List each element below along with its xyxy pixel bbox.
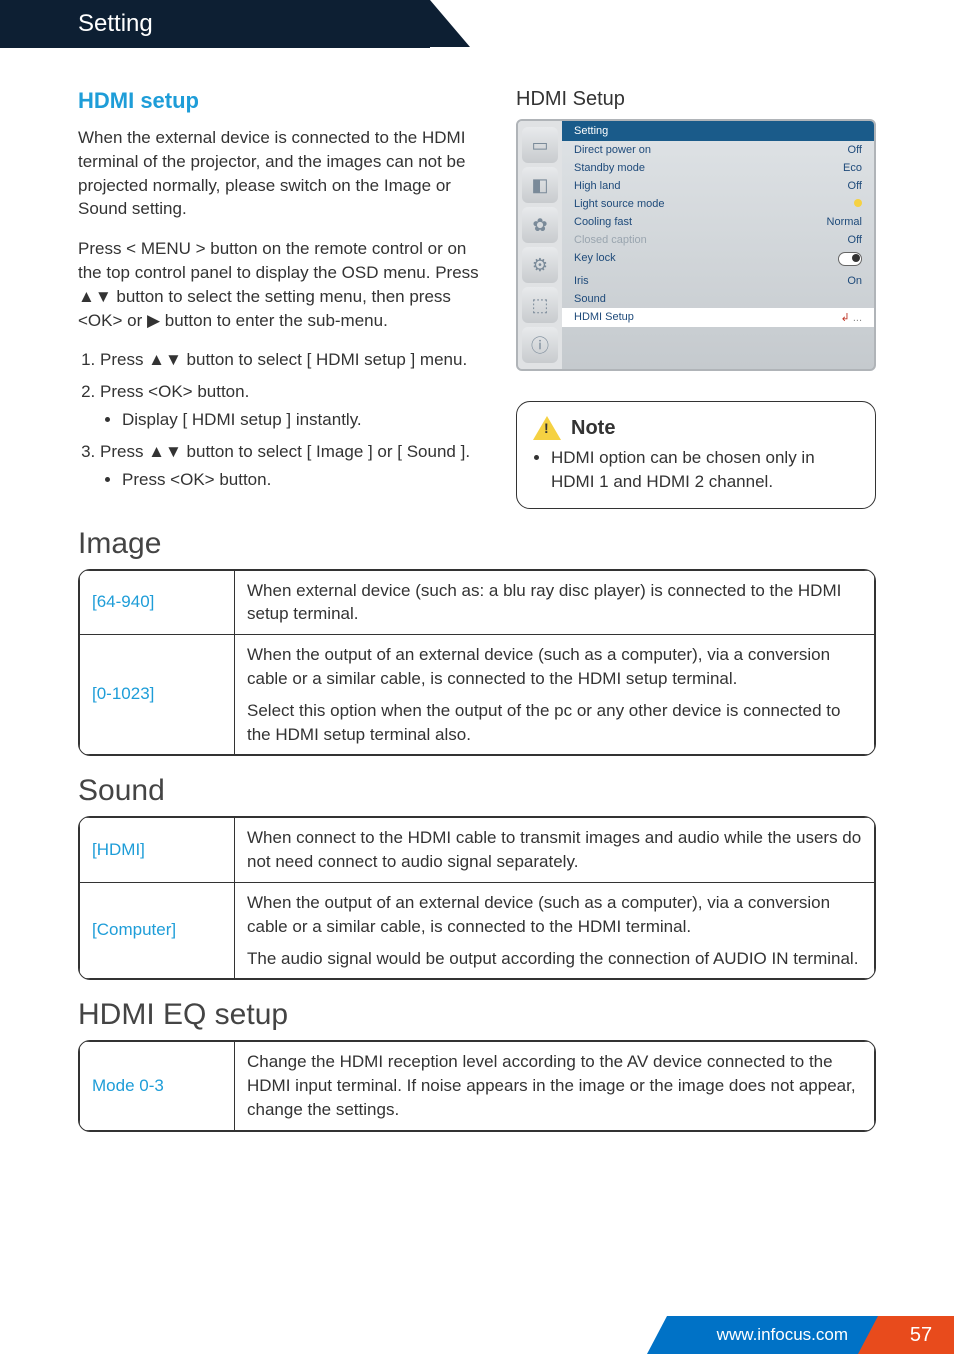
osd-row-label: Iris [574, 275, 589, 287]
table-row: [Computer]When the output of an external… [80, 882, 875, 978]
table-row: [64-940]When external device (such as: a… [80, 570, 875, 635]
osd-icon-column: ▭ ◧ ✿ ⚙ ⬚ ⓘ [518, 121, 562, 369]
option-key: Mode 0-3 [80, 1042, 235, 1130]
header-title: Setting [78, 10, 153, 37]
table-row: [0-1023]When the output of an external d… [80, 635, 875, 755]
osd-row: Direct power on Off [562, 141, 874, 159]
eq-table: Mode 0-3Change the HDMI reception level … [78, 1040, 876, 1131]
osd-row: HDMI Setup ↲ ... [562, 308, 874, 327]
note-box: Note HDMI option can be chosen only in H… [516, 401, 876, 509]
osd-row-label: HDMI Setup [574, 311, 634, 324]
sound-table: [HDMI]When connect to the HDMI cable to … [78, 816, 876, 980]
osd-row: Key lock [562, 249, 874, 272]
option-key: [HDMI] [80, 818, 235, 883]
osd-row-value [854, 198, 862, 210]
osd-row-value: Off [848, 234, 862, 246]
intro-paragraph-2: Press < MENU > button on the remote cont… [78, 237, 486, 332]
osd-row-value: Eco [843, 162, 862, 174]
page-footer: www.infocus.com 57 [667, 1316, 954, 1354]
osd-row-label: Key lock [574, 252, 616, 269]
osd-row: Closed caption Off [562, 231, 874, 249]
osd-row-value: Normal [827, 216, 862, 228]
image-section-title: Image [78, 527, 876, 561]
osd-row: Cooling fast Normal [562, 213, 874, 231]
option-description: When external device (such as: a blu ray… [235, 570, 875, 635]
option-key: [64-940] [80, 570, 235, 635]
osd-row-value [838, 252, 862, 269]
footer-page-number: 57 [878, 1316, 954, 1354]
osd-row-label: Light source mode [574, 198, 665, 210]
osd-row: Sound [562, 290, 874, 308]
advanced-icon: ⚙ [522, 247, 558, 283]
osd-row: Standby mode Eco [562, 159, 874, 177]
steps-list: Press ▲▼ button to select [ HDMI setup ]… [78, 348, 486, 491]
info-icon: ⓘ [522, 327, 558, 363]
osd-row: Light source mode [562, 195, 874, 213]
osd-row-label: Direct power on [574, 144, 651, 156]
osd-header-row: Setting [562, 121, 874, 141]
note-text: HDMI option can be chosen only in HDMI 1… [551, 446, 859, 494]
eq-section-title: HDMI EQ setup [78, 998, 876, 1032]
osd-row: Iris On [562, 272, 874, 290]
step-3-sub: Press <OK> button. [122, 468, 486, 492]
sound-section-title: Sound [78, 774, 876, 808]
table-row: Mode 0-3Change the HDMI reception level … [80, 1042, 875, 1130]
step-1: Press ▲▼ button to select [ HDMI setup ]… [100, 348, 486, 372]
setting-icon: ✿ [522, 207, 558, 243]
osd-row-label: High land [574, 180, 620, 192]
osd-menu: ▭ ◧ ✿ ⚙ ⬚ ⓘ Setting Direct power on Off St… [516, 119, 876, 371]
option-description: When the output of an external device (s… [235, 635, 875, 755]
table-row: [HDMI]When connect to the HDMI cable to … [80, 818, 875, 883]
option-key: [0-1023] [80, 635, 235, 755]
osd-row-label: Standby mode [574, 162, 645, 174]
warning-icon [533, 416, 561, 440]
color-icon: ◧ [522, 167, 558, 203]
osd-title: HDMI Setup [516, 88, 876, 111]
step-2: Press <OK> button. Display [ HDMI setup … [100, 380, 486, 432]
osd-row-value: On [847, 275, 862, 287]
osd-row-label: Cooling fast [574, 216, 632, 228]
osd-rows: Setting Direct power on Off Standby mode Ec… [562, 121, 874, 369]
step-3: Press ▲▼ button to select [ Image ] or [… [100, 440, 486, 492]
section-title: HDMI setup [78, 88, 486, 114]
step-2-sub: Display [ HDMI setup ] instantly. [122, 408, 486, 432]
image-table: [64-940]When external device (such as: a… [78, 569, 876, 757]
page-header: Setting [0, 0, 430, 48]
left-column: HDMI setup When the external device is c… [78, 88, 486, 509]
right-column: HDMI Setup ▭ ◧ ✿ ⚙ ⬚ ⓘ Setting Dir [516, 88, 876, 509]
display-icon: ▭ [522, 127, 558, 163]
footer-url: www.infocus.com [667, 1316, 878, 1354]
osd-row-value: Off [848, 180, 862, 192]
osd-row-value: Off [848, 144, 862, 156]
osd-row: High land Off [562, 177, 874, 195]
osd-row-label: Closed caption [574, 234, 647, 246]
osd-row-label: Sound [574, 293, 606, 305]
option-key: [Computer] [80, 882, 235, 978]
osd-row-value: ↲ ... [841, 311, 862, 324]
memory-icon: ⬚ [522, 287, 558, 323]
intro-paragraph-1: When the external device is connected to… [78, 126, 486, 221]
option-description: When the output of an external device (s… [235, 882, 875, 978]
option-description: When connect to the HDMI cable to transm… [235, 818, 875, 883]
option-description: Change the HDMI reception level accordin… [235, 1042, 875, 1130]
note-label: Note [571, 417, 615, 440]
